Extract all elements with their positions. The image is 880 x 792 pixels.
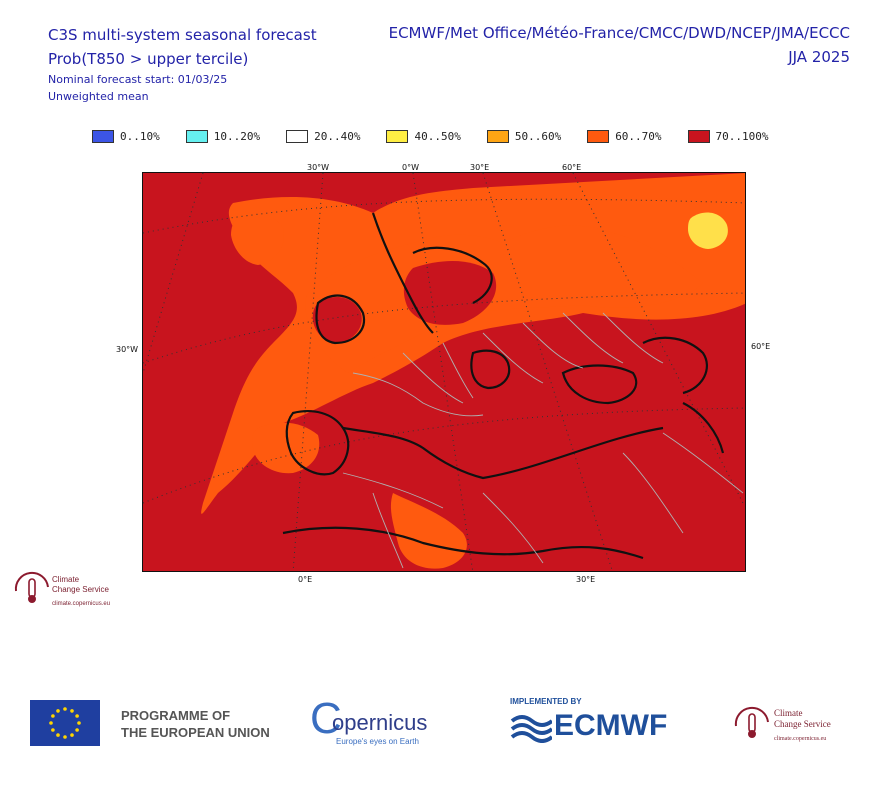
legend-label: 20..40% xyxy=(314,130,361,143)
lon-label-30w-left: 30°W xyxy=(116,345,139,354)
eu-star xyxy=(63,707,67,711)
region-70-british-isles xyxy=(312,297,362,343)
region-60-70-south xyxy=(390,493,467,569)
ccs-logo-footer: Climate Change Service climate.copernicu… xyxy=(730,700,860,750)
eu-star xyxy=(75,714,79,718)
lon-label-0-top: 0°W xyxy=(402,163,419,172)
eu-programme-text: PROGRAMME OF THE EUROPEAN UNION xyxy=(121,707,270,741)
region-60-70-iberia xyxy=(252,422,320,474)
eu-star xyxy=(56,733,60,737)
legend-label: 70..100% xyxy=(715,130,769,143)
forecast-title: C3S multi-system seasonal forecast xyxy=(48,26,317,44)
legend-item: 70..100% xyxy=(687,130,769,143)
legend-item: 10..20% xyxy=(185,130,261,143)
legend-item: 60..70% xyxy=(587,130,662,143)
copernicus-tagline: Europe's eyes on Earth xyxy=(336,737,419,746)
probability-legend: 0..10% 10..20% 20..40% 40..50% 50..60% 60..70… xyxy=(92,130,795,143)
legend-label: 40..50% xyxy=(414,130,461,143)
eu-star xyxy=(51,728,55,732)
legend-label: 0..10% xyxy=(120,130,160,143)
legend-label: 60..70% xyxy=(615,130,662,143)
copernicus-wordmark: opernicus xyxy=(332,710,428,735)
ecmwf-logo: IMPLEMENTED BY ECMWF xyxy=(510,697,710,747)
map-svg xyxy=(143,173,745,571)
legend-swatch xyxy=(185,130,208,143)
mean-type: Unweighted mean xyxy=(48,90,149,103)
eu-line1: PROGRAMME OF xyxy=(121,708,231,723)
forecast-variable: Prob(T850 > upper tercile) xyxy=(48,50,249,68)
season-label: JJA 2025 xyxy=(788,48,850,66)
ccs-thermometer-icon xyxy=(14,571,49,603)
ccs-footer-line2: Change Service xyxy=(774,719,831,729)
legend-swatch xyxy=(386,130,409,143)
eu-flag-logo xyxy=(30,700,100,746)
legend-swatch xyxy=(587,130,610,143)
region-50-60 xyxy=(305,225,703,373)
centres-list: ECMWF/Met Office/Météo-France/CMCC/DWD/N… xyxy=(388,24,850,42)
region-70-north-europe xyxy=(403,261,497,325)
ecmwf-waves-icon xyxy=(510,715,552,743)
legend-swatch xyxy=(92,130,114,143)
forecast-map xyxy=(142,172,746,572)
ccs-footer-thermometer-icon xyxy=(734,706,769,738)
eu-star xyxy=(70,733,74,737)
ccs-small-url: climate.copernicus.eu xyxy=(52,601,111,607)
eu-star xyxy=(63,735,67,739)
ecmwf-wordmark: ECMWF xyxy=(554,709,668,742)
legend-label: 50..60% xyxy=(514,130,562,143)
copernicus-logo: C opernicus Europe's eyes on Earth xyxy=(310,694,470,750)
ccs-logo-small: Climate Change Service climate.copernicu… xyxy=(10,565,130,615)
lon-label-60e-right: 60°E xyxy=(751,342,771,351)
legend-label: 10..20% xyxy=(213,130,261,143)
legend-item: 0..10% xyxy=(92,130,160,143)
country-borders xyxy=(342,312,744,569)
legend-swatch xyxy=(687,130,710,143)
ccs-small-line2: Change Service xyxy=(52,585,109,594)
legend-swatch xyxy=(286,130,309,143)
eu-star xyxy=(56,709,60,713)
eu-star xyxy=(70,709,74,713)
ccs-footer-line1: Climate xyxy=(774,708,803,718)
lon-label-30w-top: 30°W xyxy=(307,163,330,172)
region-40-50 xyxy=(688,212,728,249)
implemented-by-text: IMPLEMENTED BY xyxy=(510,697,582,706)
lon-label-60e-top: 60°E xyxy=(562,163,582,172)
lon-label-30e-top: 30°E xyxy=(470,163,490,172)
eu-star xyxy=(51,714,55,718)
lon-label-30e-bottom: 30°E xyxy=(576,575,596,584)
legend-item: 40..50% xyxy=(386,130,461,143)
eu-star xyxy=(75,728,79,732)
lon-label-0-bottom: 0°E xyxy=(298,575,313,584)
ccs-footer-url: climate.copernicus.eu xyxy=(774,736,827,742)
ccs-small-line1: Climate xyxy=(52,575,80,584)
eu-stars-icon xyxy=(49,707,81,739)
legend-item: 50..60% xyxy=(486,130,562,143)
eu-star xyxy=(77,721,81,725)
copernicus-c-glyph: C xyxy=(310,694,342,743)
region-60-70-north xyxy=(231,212,284,265)
forecast-start: Nominal forecast start: 01/03/25 xyxy=(48,73,228,86)
legend-item: 20..40% xyxy=(286,130,360,143)
coastlines xyxy=(282,212,725,560)
legend-swatch xyxy=(486,130,509,143)
eu-star xyxy=(49,721,53,725)
eu-line2: THE EUROPEAN UNION xyxy=(121,725,270,740)
